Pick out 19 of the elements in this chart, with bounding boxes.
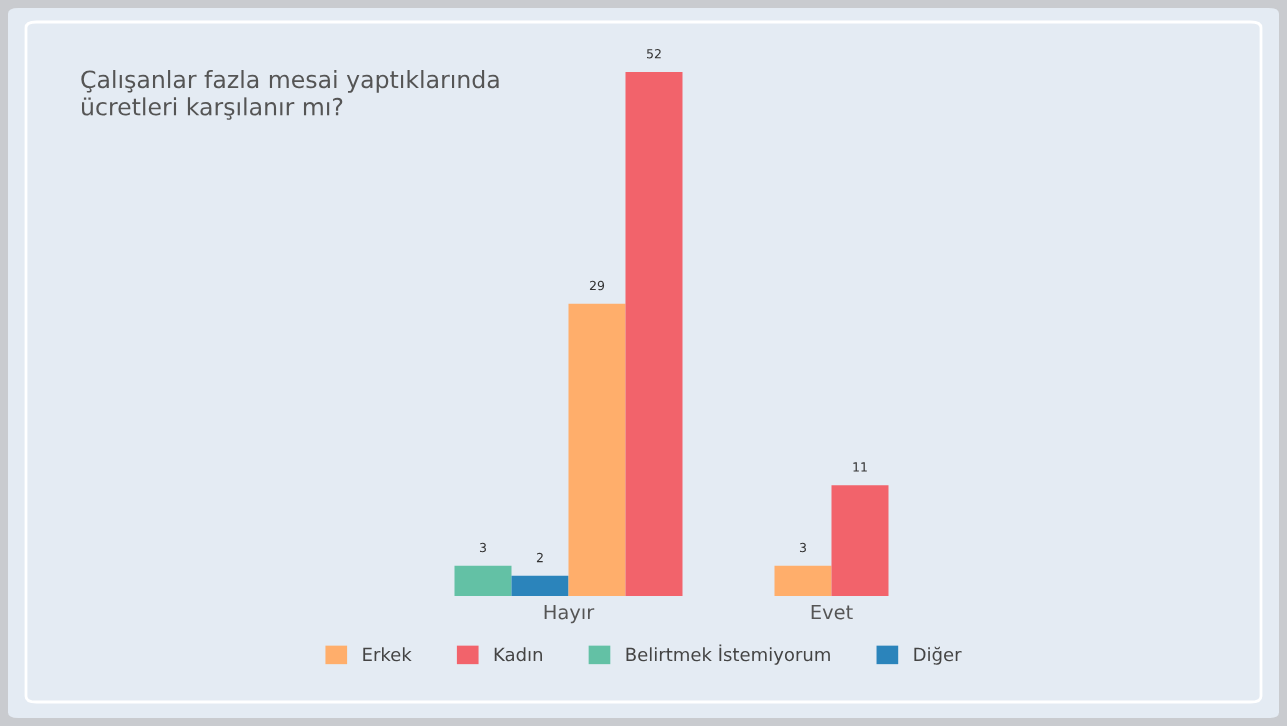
- bar: [568, 303, 626, 596]
- bar: [625, 72, 683, 596]
- legend-label: Diğer: [914, 646, 962, 665]
- bar: [774, 565, 832, 596]
- x-tick-label: Evet: [811, 604, 853, 620]
- legend-label: Erkek: [363, 647, 412, 662]
- data-label: 2: [536, 552, 543, 563]
- bar: [454, 565, 512, 596]
- chart-title: Çalışanlar fazla mesai yaptıklarında ücretleri karşılanır mı?: [81, 70, 499, 120]
- bar: [831, 485, 889, 596]
- bar: [511, 575, 569, 596]
- data-label: 3: [799, 542, 806, 553]
- data-label: 52: [647, 49, 661, 59]
- legend-label: Belirtmek İstemiyorum: [626, 644, 830, 665]
- data-label: 3: [479, 542, 486, 553]
- data-label: 29: [589, 280, 605, 291]
- data-label: 11: [853, 462, 867, 472]
- x-tick-label: Hayır: [544, 604, 595, 624]
- legend-label: Kadın: [494, 647, 542, 662]
